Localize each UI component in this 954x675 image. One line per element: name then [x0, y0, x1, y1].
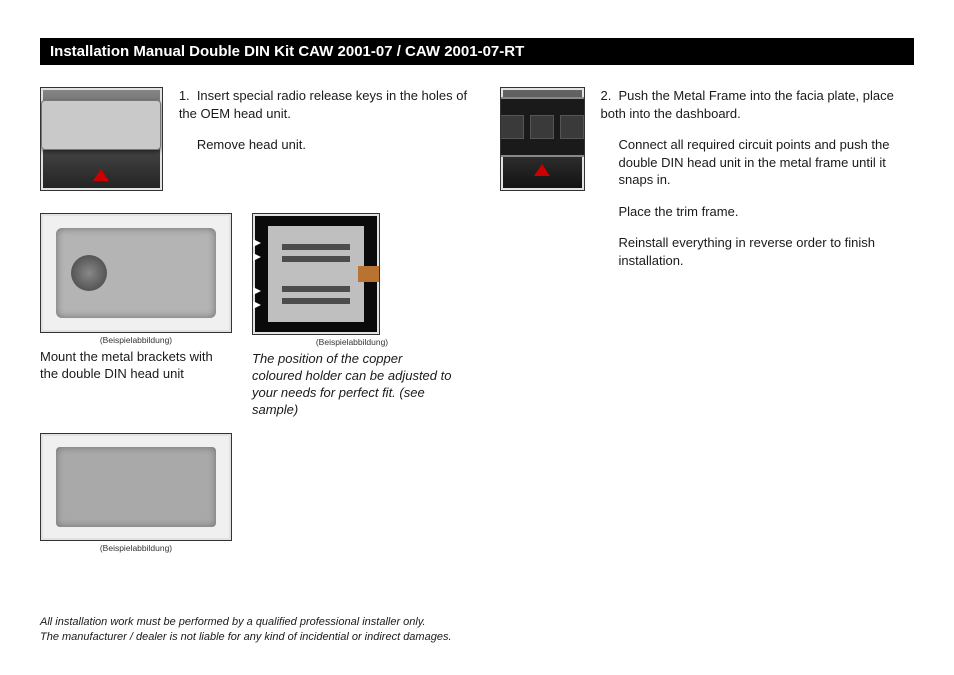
- footer-line2: The manufacturer / dealer is not liable …: [40, 630, 914, 645]
- step2-number: 2.: [601, 87, 619, 105]
- left-column: 1.Insert special radio release keys in t…: [40, 87, 480, 553]
- bracket-col2: (Beispielabbildung) The position of the …: [252, 213, 452, 419]
- bracket-col1: (Beispielabbildung) Mount the metal brac…: [40, 213, 232, 383]
- bracket-text: Mount the metal brackets with the double…: [40, 349, 232, 383]
- step2-p1-wrap: 2.Push the Metal Frame into the facia pl…: [601, 87, 915, 122]
- bracket2-col: (Beispielabbildung): [40, 433, 480, 553]
- holder-text: The position of the copper coloured hold…: [252, 351, 452, 419]
- hazard-icon: [92, 168, 110, 182]
- image-bracket-side: [40, 433, 232, 541]
- step1-number: 1.: [179, 87, 197, 105]
- step2-text: 2.Push the Metal Frame into the facia pl…: [601, 87, 915, 283]
- footer-disclaimer: All installation work must be performed …: [40, 615, 914, 645]
- holder-plate: [268, 226, 364, 322]
- right-column: 2.Push the Metal Frame into the facia pl…: [500, 87, 914, 553]
- step1-text: 1.Insert special radio release keys in t…: [179, 87, 480, 191]
- caption-bracket2: (Beispielabbildung): [40, 543, 232, 553]
- step2-p4: Reinstall everything in reverse order to…: [601, 234, 915, 269]
- content-columns: 1.Insert special radio release keys in t…: [40, 87, 914, 553]
- hazard-icon-2: [533, 163, 551, 182]
- step2-row: 2.Push the Metal Frame into the facia pl…: [500, 87, 914, 283]
- image-new-headunit: [500, 87, 585, 191]
- image-copper-holder: [252, 213, 380, 335]
- bracket2-plate: [56, 447, 216, 527]
- step2-p3: Place the trim frame.: [601, 203, 915, 221]
- step1-row: 1.Insert special radio release keys in t…: [40, 87, 480, 191]
- footer-line1: All installation work must be performed …: [40, 615, 914, 630]
- page-title-bar: Installation Manual Double DIN Kit CAW 2…: [40, 38, 914, 65]
- image-bracket-back: [40, 213, 232, 333]
- nav-icons-row: [500, 115, 584, 139]
- nav-screen: [500, 97, 585, 157]
- step2-p2: Connect all required circuit points and …: [601, 136, 915, 189]
- step2-p1: Push the Metal Frame into the facia plat…: [601, 88, 894, 121]
- caption-holder: (Beispielabbildung): [252, 337, 452, 347]
- image-oem-dashboard: [40, 87, 163, 191]
- page-title: Installation Manual Double DIN Kit CAW 2…: [50, 43, 524, 60]
- bracket-fan: [71, 255, 107, 291]
- oem-radio-graphic: [41, 100, 161, 150]
- step1-p1-wrap: 1.Insert special radio release keys in t…: [179, 87, 480, 122]
- bracket-row: (Beispielabbildung) Mount the metal brac…: [40, 213, 480, 419]
- step1-p2: Remove head unit.: [179, 136, 480, 154]
- caption-bracket1: (Beispielabbildung): [40, 335, 232, 345]
- step1-p1: Insert special radio release keys in the…: [179, 88, 467, 121]
- copper-notch: [358, 266, 380, 282]
